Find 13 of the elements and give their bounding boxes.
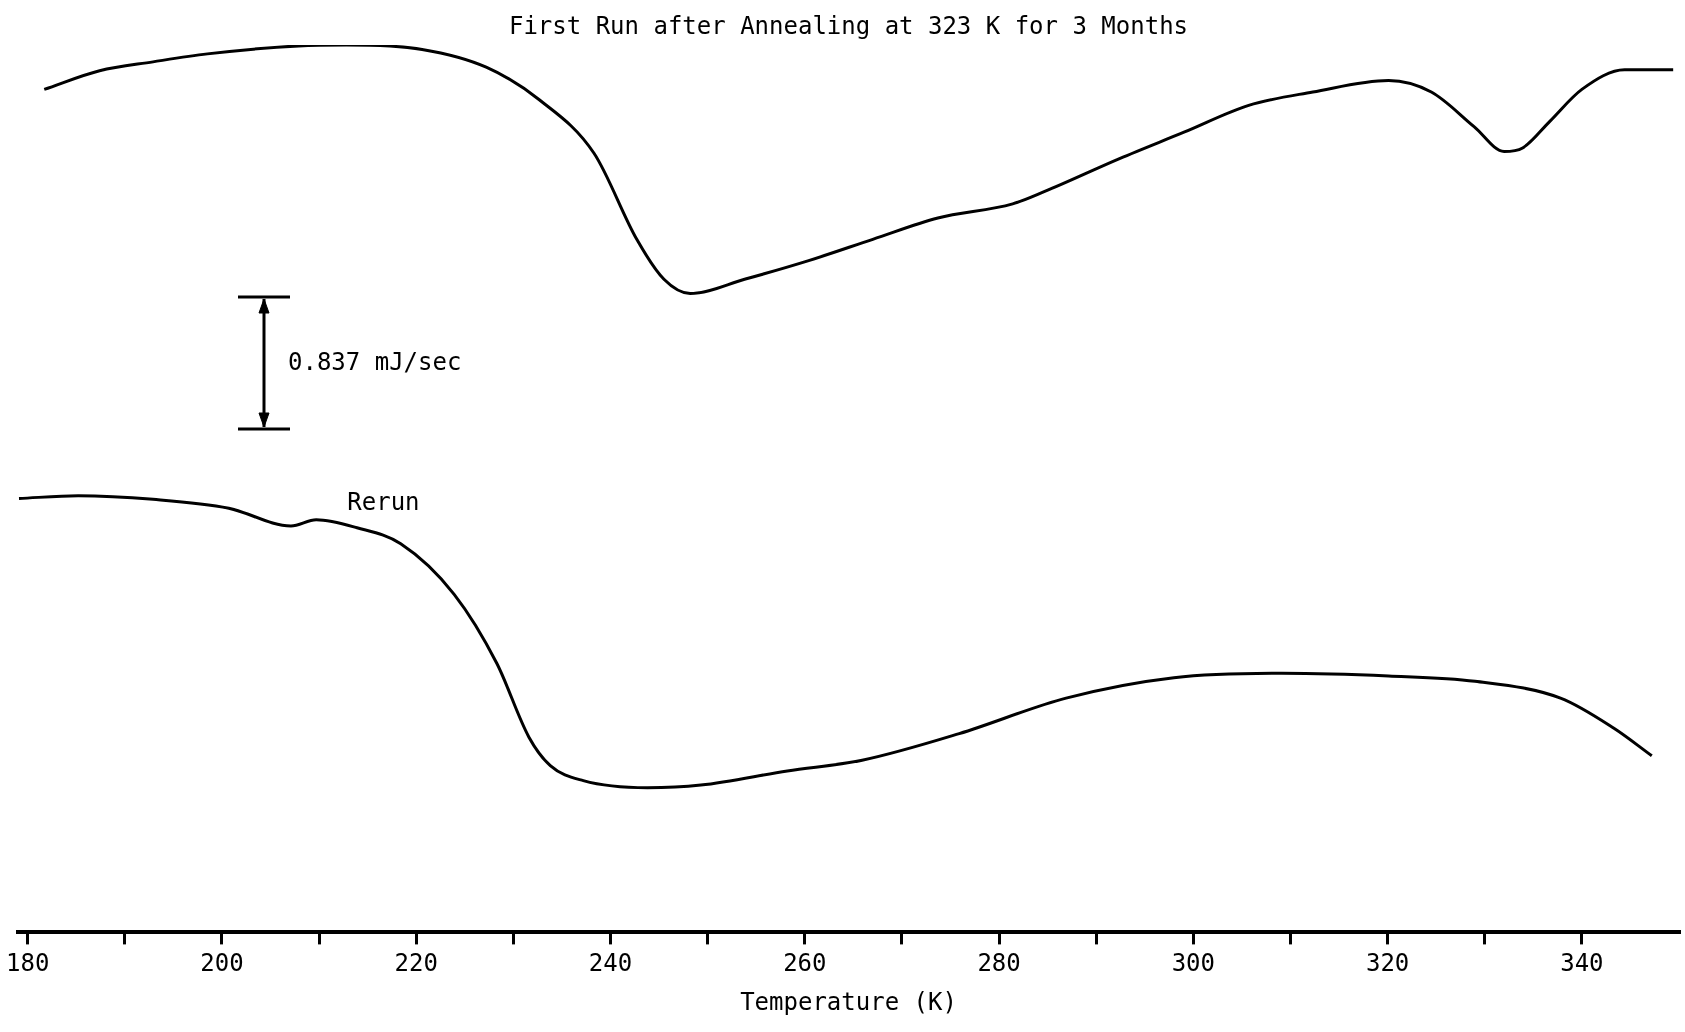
x-tick-label: 280 [977, 949, 1021, 978]
x-tick-label: 260 [783, 949, 827, 978]
x-tick-label: 200 [200, 949, 244, 978]
annotation: 0.837 mJ/sec [288, 348, 462, 377]
x-tick-label: 300 [1171, 949, 1216, 978]
x-tick-label: 220 [394, 949, 438, 978]
series-label: First Run after Annealing at 323 K for 3 Months [508, 12, 1189, 41]
x-tick-label: 340 [1560, 949, 1604, 978]
series-label: Rerun [347, 487, 420, 516]
x-tick-label: 180 [6, 949, 50, 978]
x-axis-title: Temperature (K) [740, 987, 957, 1016]
x-tick-label: 240 [588, 949, 633, 978]
x-tick-label: 320 [1365, 949, 1410, 978]
